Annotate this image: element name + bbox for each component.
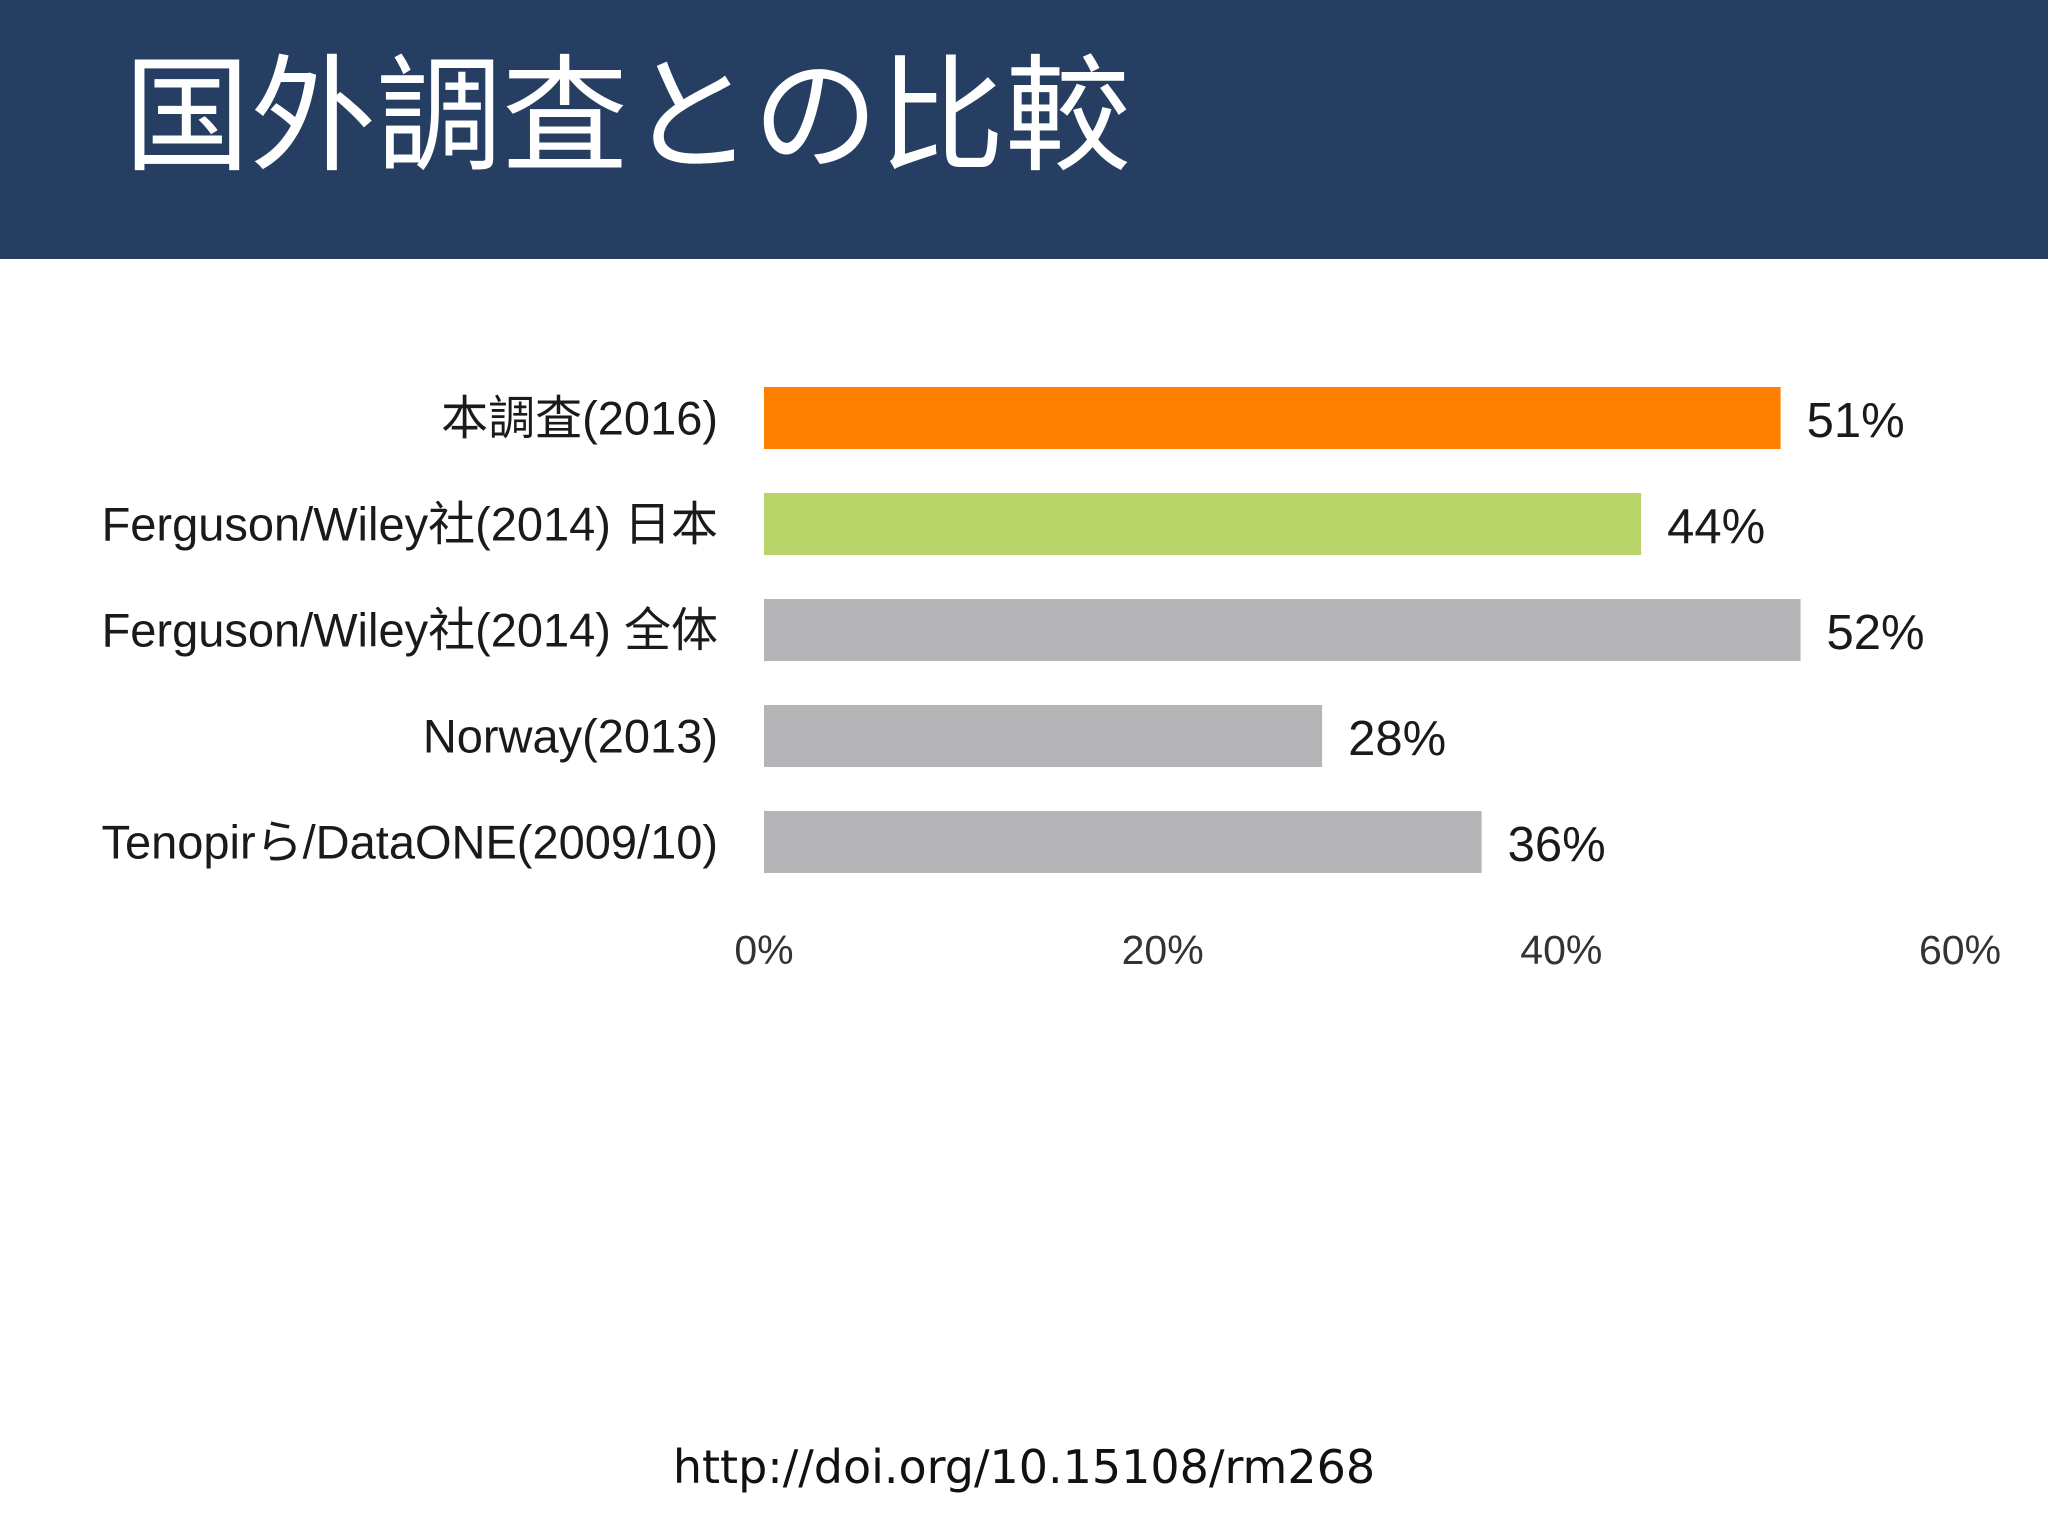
bar-3	[764, 705, 1323, 767]
x-axis-tick-labels: 0% 20% 40% 60%	[734, 927, 2001, 973]
category-label-1: Ferguson/Wiley社(2014) 日本	[102, 498, 718, 551]
category-label-2: Ferguson/Wiley社(2014) 全体	[102, 604, 718, 657]
value-label-4: 36%	[1508, 818, 1606, 872]
category-labels: 本調査(2016) Ferguson/Wiley社(2014) 日本 Ferguso…	[101, 392, 718, 869]
value-label-3: 28%	[1348, 712, 1446, 766]
value-label-0: 51%	[1807, 394, 1905, 448]
x-tick-label-3: 60%	[1919, 927, 2001, 973]
bar-2	[764, 599, 1801, 661]
source-url: http://doi.org/10.15108/rm268	[672, 1440, 1376, 1494]
category-label-3: Norway(2013)	[423, 710, 718, 763]
x-tick-label-0: 0%	[734, 927, 793, 973]
bars-layer	[764, 387, 1801, 873]
bar-1	[764, 493, 1642, 555]
value-labels: 51% 44% 52% 28% 36%	[1348, 394, 1924, 872]
x-tick-label-2: 40%	[1520, 927, 1602, 973]
value-label-1: 44%	[1667, 500, 1765, 554]
value-label-2: 52%	[1827, 606, 1925, 660]
category-label-0: 本調査(2016)	[441, 392, 718, 445]
slide-title: 国外調査との比較	[124, 43, 1131, 190]
category-label-4: Tenopirら/DataONE(2009/10)	[101, 816, 718, 869]
title-banner	[0, 0, 2048, 259]
bar-0	[764, 387, 1781, 449]
x-tick-label-1: 20%	[1122, 927, 1204, 973]
bar-4	[764, 811, 1482, 873]
